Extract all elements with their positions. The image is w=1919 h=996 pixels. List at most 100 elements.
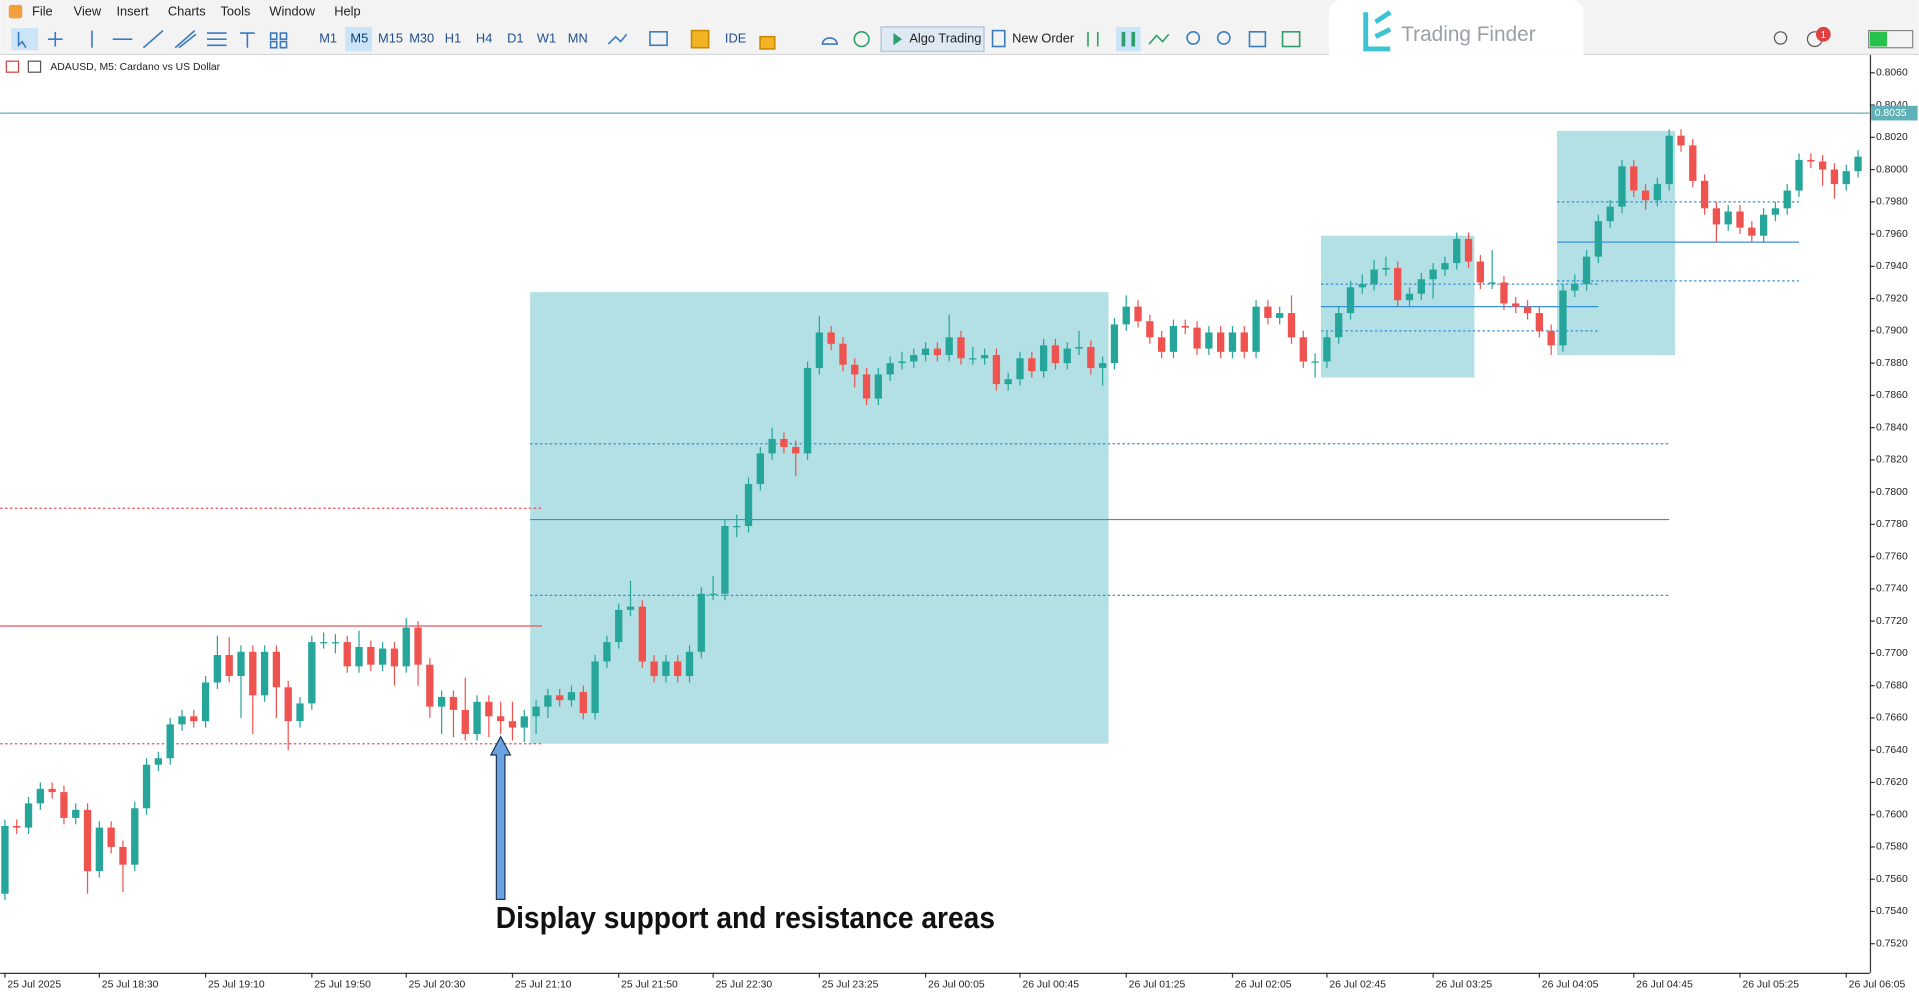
connection-fill bbox=[1869, 31, 1887, 47]
annotation-text: Display support and resistance areas bbox=[496, 901, 995, 935]
tile-button[interactable] bbox=[1248, 31, 1267, 48]
candle-body bbox=[815, 332, 824, 368]
timeframe-button[interactable]: M15 bbox=[378, 31, 403, 46]
timeframe-button[interactable]: D1 bbox=[507, 31, 523, 46]
lock-button[interactable] bbox=[759, 35, 776, 50]
candle-body bbox=[154, 758, 163, 765]
candle-body bbox=[508, 721, 517, 728]
candle-body bbox=[733, 526, 741, 528]
channel-tool[interactable] bbox=[174, 29, 197, 49]
menu-item[interactable]: View bbox=[74, 4, 102, 19]
timeframe-button[interactable]: H1 bbox=[445, 31, 461, 46]
algo-trading-button[interactable]: Algo Trading bbox=[909, 31, 981, 46]
candle-body bbox=[355, 646, 363, 667]
candle-body bbox=[1063, 348, 1071, 364]
menu-item[interactable]: Charts bbox=[168, 4, 206, 19]
x-tick-label: 25 Jul 21:10 bbox=[515, 980, 572, 991]
timeframe-button[interactable]: M1 bbox=[319, 31, 337, 46]
menu-item[interactable]: Tools bbox=[220, 4, 250, 19]
candle-body bbox=[213, 655, 222, 683]
y-tick-label: 0.7560 bbox=[1876, 874, 1908, 885]
candle-body bbox=[886, 363, 894, 375]
candle-body bbox=[1181, 326, 1189, 328]
trendline-tool[interactable] bbox=[142, 29, 164, 49]
vps-button[interactable] bbox=[853, 31, 870, 48]
candle-body bbox=[1476, 261, 1484, 283]
candle-body bbox=[957, 337, 965, 359]
candle-body bbox=[638, 606, 646, 662]
templates-button[interactable] bbox=[649, 31, 668, 47]
candle-body bbox=[662, 661, 670, 676]
y-tick-label: 0.7680 bbox=[1876, 680, 1908, 691]
candle-body bbox=[1335, 313, 1343, 338]
new-order-button[interactable]: New Order bbox=[1012, 31, 1075, 46]
candle-body bbox=[532, 706, 540, 717]
candle-body bbox=[756, 453, 764, 485]
candle-body bbox=[36, 788, 44, 804]
y-tick-label: 0.7880 bbox=[1876, 358, 1908, 369]
crosshair-tool[interactable] bbox=[47, 31, 63, 47]
cloud-button[interactable] bbox=[821, 37, 838, 45]
menu-item[interactable]: Insert bbox=[116, 4, 149, 19]
candle-body bbox=[237, 651, 245, 676]
logo-card bbox=[1329, 0, 1584, 67]
candle-body bbox=[1323, 337, 1331, 362]
timeframe-button[interactable]: MN bbox=[568, 31, 588, 46]
timeframe-button[interactable]: M30 bbox=[409, 31, 434, 46]
shapes-tool[interactable] bbox=[269, 32, 288, 49]
y-tick-label: 0.7520 bbox=[1876, 938, 1908, 949]
candle-body bbox=[744, 484, 753, 527]
y-tick-label: 0.8060 bbox=[1876, 68, 1908, 79]
menu: File View Insert Charts Tools Window Help bbox=[32, 4, 361, 19]
fibo-tool[interactable] bbox=[206, 32, 227, 47]
candle-body bbox=[1535, 313, 1544, 331]
zoom-in-button[interactable] bbox=[1186, 31, 1201, 45]
drawing-tools bbox=[11, 28, 288, 51]
candle-body bbox=[544, 695, 552, 707]
menu-item[interactable]: Help bbox=[334, 4, 360, 19]
text-tool[interactable] bbox=[240, 32, 255, 48]
candle-body bbox=[1594, 221, 1603, 257]
new-order-icon bbox=[991, 29, 1006, 48]
autoscroll-button[interactable] bbox=[1281, 31, 1301, 48]
search-button[interactable] bbox=[1773, 31, 1788, 45]
candle-body bbox=[119, 846, 127, 865]
candle-body bbox=[1488, 282, 1496, 284]
x-tick-label: 26 Jul 04:45 bbox=[1636, 980, 1693, 991]
candle-body bbox=[980, 355, 989, 359]
market-button[interactable] bbox=[690, 29, 710, 49]
candle-body bbox=[60, 792, 68, 818]
candle-body bbox=[556, 695, 564, 701]
candle-body bbox=[1228, 332, 1237, 352]
candle-body bbox=[1087, 346, 1095, 368]
candle-body bbox=[142, 764, 151, 809]
menu-item[interactable]: Window bbox=[269, 4, 315, 19]
ide-button[interactable]: IDE bbox=[725, 31, 746, 46]
cursor-tool[interactable] bbox=[17, 31, 27, 49]
indicators-button[interactable] bbox=[607, 33, 628, 45]
zoom-out-button[interactable] bbox=[1216, 31, 1231, 45]
selected-timeframe-bg bbox=[345, 26, 373, 52]
candle-body bbox=[1405, 293, 1414, 301]
candle-body bbox=[1783, 190, 1791, 209]
candle-body bbox=[1146, 321, 1154, 338]
candle-body bbox=[1051, 345, 1060, 364]
candle-body bbox=[473, 701, 481, 735]
candle-body bbox=[1641, 190, 1650, 201]
candle-body bbox=[1464, 238, 1473, 262]
timeframe-button[interactable]: W1 bbox=[537, 31, 556, 46]
timeframe-button[interactable]: H4 bbox=[476, 31, 492, 46]
candle-body bbox=[378, 648, 387, 665]
line-chart-button[interactable] bbox=[1148, 33, 1170, 45]
menu-item[interactable]: File bbox=[32, 4, 53, 19]
candles-bg[interactable] bbox=[1116, 26, 1141, 52]
candle-body bbox=[201, 682, 210, 722]
candle-body bbox=[24, 803, 33, 828]
current-price-label: 0.8035 bbox=[1875, 108, 1907, 119]
y-tick-label: 0.7900 bbox=[1876, 326, 1908, 337]
candle-body bbox=[1771, 208, 1780, 215]
bar-chart-button[interactable] bbox=[1087, 31, 1099, 47]
candle-body bbox=[249, 651, 257, 696]
timeframe-button[interactable]: M5 bbox=[350, 31, 368, 46]
x-tick-label: 26 Jul 05:25 bbox=[1742, 980, 1799, 991]
